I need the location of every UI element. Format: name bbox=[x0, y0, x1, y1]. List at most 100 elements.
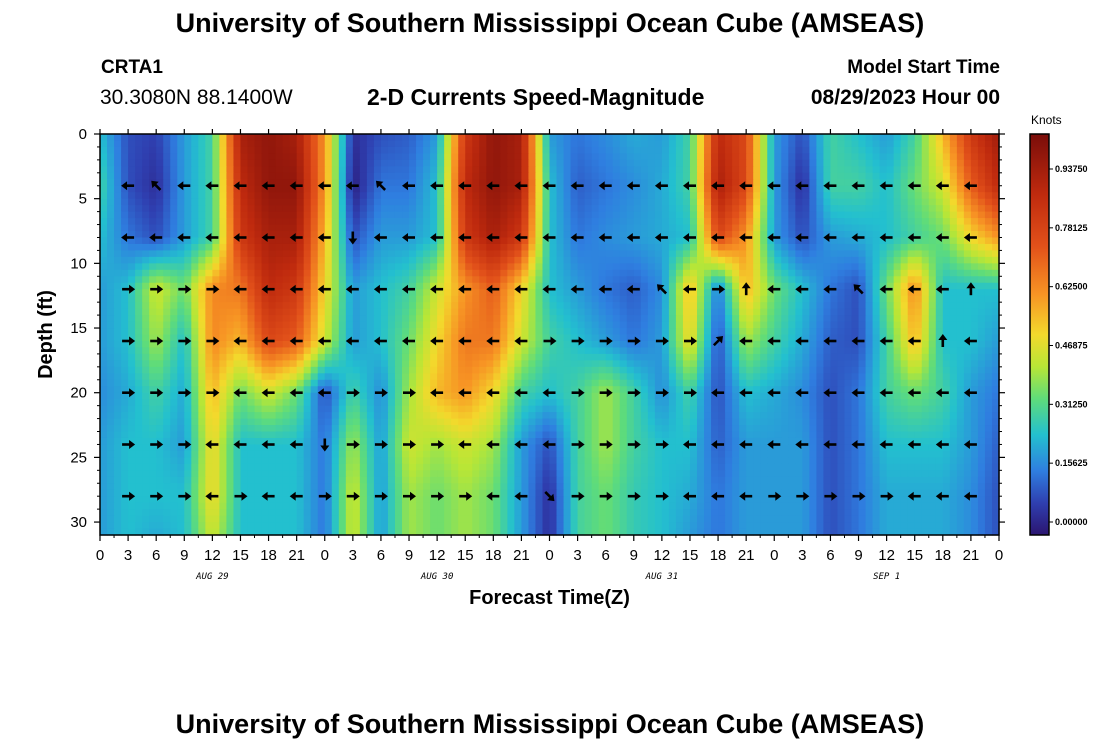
heatmap-cell bbox=[142, 211, 150, 219]
heatmap-cell bbox=[718, 360, 726, 368]
heatmap-cell bbox=[317, 231, 326, 239]
heatmap-cell bbox=[514, 340, 522, 349]
heatmap-cell bbox=[963, 211, 972, 219]
heatmap-cell bbox=[886, 153, 895, 161]
heatmap-cell bbox=[156, 347, 164, 355]
heatmap-cell bbox=[598, 302, 607, 310]
heatmap-cell bbox=[247, 328, 256, 336]
heatmap-cell bbox=[584, 134, 593, 142]
heatmap-cell bbox=[430, 315, 438, 323]
heatmap-cell bbox=[486, 347, 494, 355]
heatmap-cell bbox=[661, 328, 670, 336]
heatmap-cell bbox=[128, 237, 136, 245]
heatmap-cell bbox=[647, 334, 656, 342]
heatmap-cell bbox=[809, 302, 817, 310]
heatmap-cell bbox=[437, 205, 445, 213]
heatmap-cell bbox=[921, 172, 930, 180]
heatmap-cell bbox=[668, 366, 677, 374]
heatmap-cell bbox=[135, 269, 143, 277]
heatmap-cell bbox=[851, 269, 860, 277]
heatmap-cell bbox=[521, 282, 530, 290]
heatmap-cell bbox=[402, 347, 410, 355]
heatmap-cell bbox=[865, 366, 874, 374]
heatmap-cell bbox=[542, 269, 551, 277]
heatmap-cell bbox=[247, 302, 256, 310]
heatmap-cell bbox=[458, 347, 466, 355]
heatmap-cell bbox=[760, 185, 768, 193]
heatmap-cell bbox=[584, 315, 593, 323]
heatmap-cell bbox=[570, 211, 579, 219]
heatmap-cell bbox=[149, 366, 157, 374]
heatmap-cell bbox=[991, 250, 1000, 258]
heatmap-cell bbox=[317, 237, 326, 245]
heatmap-cell bbox=[872, 211, 881, 219]
heatmap-cell bbox=[500, 218, 508, 226]
heatmap-cell bbox=[830, 256, 839, 264]
heatmap-cell bbox=[942, 334, 951, 342]
heatmap-cell bbox=[114, 231, 122, 239]
heatmap-cell bbox=[303, 321, 312, 329]
heatmap-cell bbox=[345, 166, 354, 174]
heatmap-cell bbox=[675, 340, 684, 349]
heatmap-cell bbox=[458, 334, 466, 342]
heatmap-cell bbox=[718, 153, 726, 161]
heatmap-cell bbox=[156, 295, 164, 303]
heatmap-cell bbox=[324, 334, 333, 342]
heatmap-cell bbox=[823, 263, 832, 271]
heatmap-cell bbox=[942, 159, 951, 167]
heatmap-cell bbox=[254, 185, 263, 193]
heatmap-cell bbox=[437, 373, 445, 381]
heatmap-cell bbox=[275, 321, 284, 329]
heatmap-cell bbox=[121, 308, 129, 316]
heatmap-cell bbox=[584, 328, 593, 336]
heatmap-cell bbox=[549, 308, 558, 316]
heatmap-cell bbox=[479, 328, 487, 336]
heatmap-cell bbox=[493, 211, 501, 219]
heatmap-cell bbox=[584, 231, 593, 239]
heatmap-cell bbox=[563, 243, 572, 252]
heatmap-cell bbox=[149, 218, 157, 226]
heatmap-cell bbox=[493, 140, 501, 148]
heatmap-cell bbox=[177, 295, 185, 303]
heatmap-cell bbox=[226, 231, 235, 239]
heatmap-cell bbox=[633, 211, 642, 219]
heatmap-cell bbox=[556, 269, 565, 277]
heatmap-cell bbox=[331, 366, 340, 374]
heatmap-cell bbox=[261, 198, 270, 206]
heatmap-cell bbox=[928, 276, 937, 284]
heatmap-cell bbox=[872, 269, 881, 277]
heatmap-cell bbox=[886, 166, 895, 174]
heatmap-cell bbox=[977, 250, 986, 258]
heatmap-cell bbox=[858, 321, 867, 329]
heatmap-cell bbox=[261, 205, 270, 213]
heatmap-cell bbox=[914, 172, 923, 180]
heatmap-cell bbox=[345, 185, 354, 193]
heatmap-cell bbox=[387, 334, 396, 342]
heatmap-cell bbox=[338, 353, 347, 361]
heatmap-cell bbox=[556, 243, 565, 252]
heatmap-cell bbox=[324, 159, 333, 167]
heatmap-cell bbox=[423, 340, 431, 349]
heatmap-cell bbox=[977, 289, 986, 297]
heatmap-cell bbox=[163, 211, 171, 219]
heatmap-cell bbox=[205, 334, 213, 342]
heatmap-cell bbox=[514, 140, 522, 148]
heatmap-cell bbox=[711, 328, 719, 336]
heatmap-cell bbox=[682, 334, 691, 342]
heatmap-cell bbox=[345, 353, 354, 361]
heatmap-cell bbox=[184, 379, 192, 387]
heatmap-cell bbox=[472, 211, 480, 219]
heatmap-cell bbox=[633, 263, 642, 271]
heatmap-cell bbox=[746, 146, 754, 155]
heatmap-cell bbox=[781, 218, 789, 226]
heatmap-cell bbox=[977, 237, 986, 245]
heatmap-cell bbox=[865, 276, 874, 284]
heatmap-cell bbox=[500, 243, 508, 252]
heatmap-cell bbox=[823, 153, 832, 161]
heatmap-cell bbox=[633, 347, 642, 355]
heatmap-cell bbox=[696, 146, 705, 155]
heatmap-cell bbox=[212, 334, 220, 342]
heatmap-cell bbox=[430, 334, 438, 342]
heatmap-cell bbox=[591, 192, 600, 200]
heatmap-cell bbox=[521, 334, 530, 342]
